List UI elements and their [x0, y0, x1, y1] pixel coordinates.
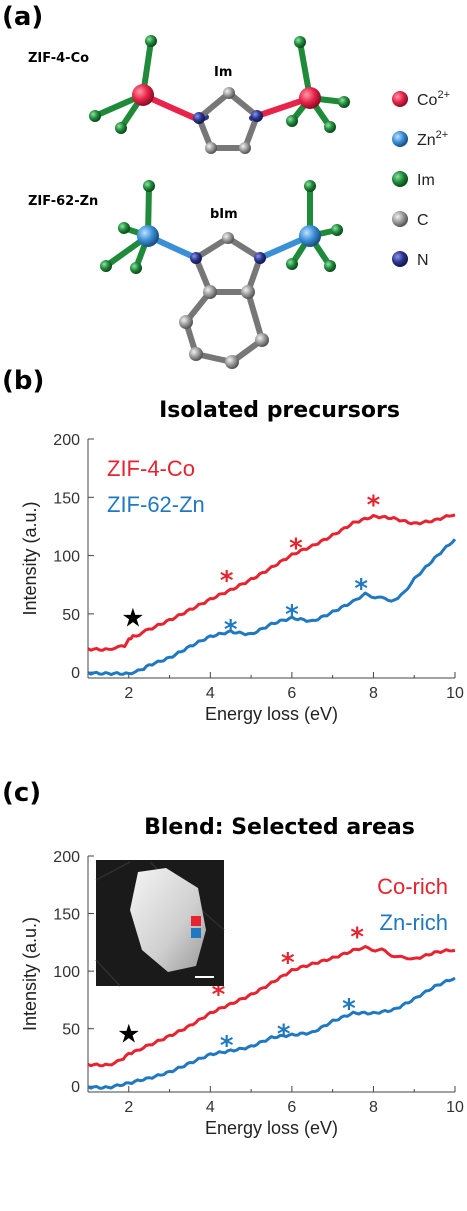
chart-title: Blend: Selected areas [144, 815, 415, 840]
y-tick-label: 50 [62, 1022, 80, 1039]
series-line [87, 945, 456, 1068]
zif62zn-molecule [100, 180, 343, 369]
y-tick-label: 150 [53, 490, 80, 507]
asterisk-marker: * [342, 994, 356, 1024]
legend-entry: Zn-rich [380, 910, 448, 935]
co-rich-area-marker [191, 916, 201, 926]
y-axis-label: Intensity (a.u.) [20, 501, 40, 615]
zif62zn-label: ZIF-62-Zn [28, 194, 98, 209]
x-tick-label: 2 [124, 1099, 133, 1116]
asterisk-marker: * [285, 600, 299, 630]
y-tick-label: 100 [53, 964, 80, 981]
x-tick-label: 10 [446, 685, 464, 702]
atom-key-swatch [392, 251, 408, 267]
molecule-diagram: ZIF-4-Co Im ZIF-62-Zn bIm [28, 35, 450, 369]
atom-key-label: Im [417, 172, 435, 189]
series-line [87, 513, 456, 652]
series-line [87, 976, 456, 1090]
y-tick-label: 200 [53, 849, 80, 866]
zif4co-molecule [89, 35, 350, 154]
atom-key-swatch [392, 91, 408, 107]
atom-key-swatch [392, 131, 408, 147]
series-line [87, 538, 457, 677]
star-marker: ★ [117, 1020, 140, 1050]
inset-micrograph [95, 860, 225, 987]
y-tick-label: 150 [53, 907, 80, 924]
y-axis-label: Intensity (a.u.) [20, 917, 40, 1031]
zif4co-label: ZIF-4-Co [28, 51, 89, 66]
asterisk-marker: * [224, 615, 238, 645]
y-tick-label: 50 [62, 607, 80, 624]
x-tick-label: 8 [369, 685, 378, 702]
x-tick-label: 6 [287, 685, 296, 702]
asterisk-marker: * [281, 948, 295, 978]
zn-rich-area-marker [191, 928, 201, 938]
legend-entry: ZIF-4-Co [107, 456, 195, 481]
asterisk-marker: * [367, 490, 381, 520]
x-tick-label: 4 [206, 1099, 215, 1116]
legend-entry: Co-rich [377, 874, 448, 899]
panel-label-a: (a) [2, 2, 44, 32]
x-axis-label: Energy loss (eV) [205, 704, 338, 724]
x-tick-label: 4 [206, 685, 215, 702]
particle [130, 868, 206, 972]
asterisk-marker: * [212, 980, 226, 1010]
asterisk-marker: * [354, 574, 368, 604]
atom-key-label: C [417, 212, 429, 229]
asterisk-marker: * [277, 1019, 291, 1049]
panel-label-b: (b) [2, 366, 45, 396]
asterisk-marker: * [350, 923, 364, 953]
x-tick-label: 10 [446, 1099, 464, 1116]
y-tick-label: 0 [71, 665, 80, 682]
asterisk-marker: * [289, 533, 303, 563]
im-label: Im [214, 65, 232, 80]
atom-key-swatch [392, 171, 408, 187]
bim-label: bIm [210, 207, 238, 222]
atom-key-swatch [392, 211, 408, 227]
asterisk-marker: * [220, 1031, 234, 1061]
x-axis-label: Energy loss (eV) [205, 1118, 338, 1138]
y-tick-label: 200 [53, 432, 80, 449]
chart-title: Isolated precursors [159, 398, 400, 423]
legend-entry: ZIF-62-Zn [107, 492, 205, 517]
asterisk-marker: * [220, 566, 234, 596]
y-tick-label: 0 [71, 1079, 80, 1096]
x-tick-label: 8 [369, 1099, 378, 1116]
x-tick-label: 6 [287, 1099, 296, 1116]
star-marker: ★ [121, 604, 144, 634]
panel-label-c: (c) [2, 778, 42, 808]
atom-key-label: N [417, 252, 429, 269]
y-tick-label: 100 [53, 549, 80, 566]
x-tick-label: 2 [124, 685, 133, 702]
